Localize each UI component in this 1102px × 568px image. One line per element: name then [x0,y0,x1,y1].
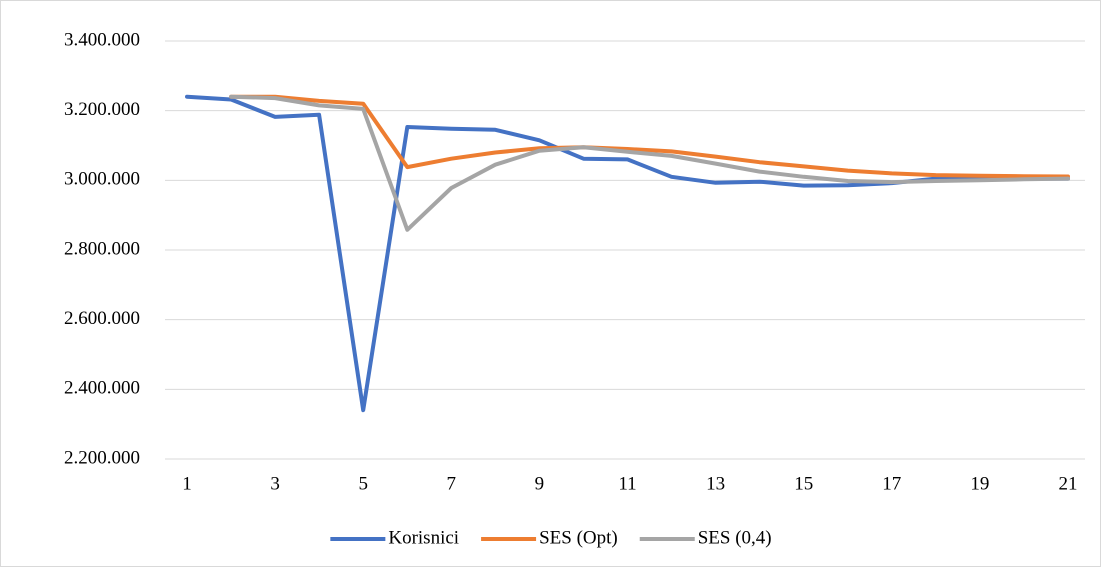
y-tick-label: 2.400.000 [64,378,140,399]
x-tick-label: 11 [618,473,636,494]
x-tick-label: 3 [270,473,280,494]
x-tick-label: 17 [882,473,901,494]
series-line [229,94,1070,179]
y-tick-label: 2.800.000 [64,238,140,259]
x-tick-label: 19 [970,473,989,494]
y-tick-label: 3.000.000 [64,169,140,190]
y-tick-label: 3.400.000 [64,29,140,50]
y-tick-label: 2.200.000 [64,447,140,468]
legend-label: SES (0,4) [698,527,772,548]
x-tick-label: 13 [706,473,725,494]
y-tick-label: 3.200.000 [64,99,140,120]
y-tick-label: 2.600.000 [64,308,140,329]
x-tick-label: 1 [182,473,192,494]
legend-label: Korisnici [388,527,459,548]
legend-label: SES (Opt) [539,527,618,548]
x-tick-label: 9 [535,473,545,494]
x-tick-label: 7 [447,473,457,494]
x-tick-label: 21 [1059,473,1078,494]
x-tick-label: 15 [794,473,813,494]
x-tick-label: 5 [358,473,368,494]
series-line [229,94,1070,232]
